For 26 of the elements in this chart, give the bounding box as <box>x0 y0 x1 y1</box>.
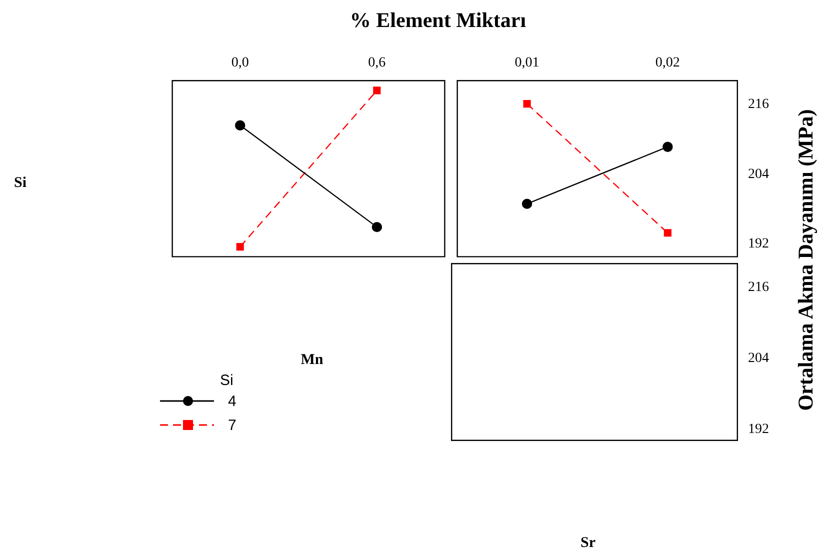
legend-label: 7 <box>228 416 236 434</box>
point <box>373 86 381 94</box>
point <box>235 120 246 130</box>
y-tick-label: 216 <box>748 97 769 112</box>
point <box>662 142 673 152</box>
x-tick-label: 0,6 <box>368 55 386 70</box>
x-tick-label: 0,01 <box>514 55 540 70</box>
point <box>372 222 382 232</box>
chart-title: % Element Miktarı <box>350 8 526 33</box>
x-axis-title: Sr <box>580 535 596 552</box>
legend-label: 4 <box>228 392 236 410</box>
legend-title: Si <box>220 372 234 389</box>
point <box>523 100 531 108</box>
x-axis-title: Mn <box>300 352 324 369</box>
y-tick-label: 192 <box>748 422 769 437</box>
point <box>522 198 532 209</box>
point <box>236 243 244 251</box>
y-axis-title: Ortalama Akma Dayanımı (MPa) <box>794 109 818 411</box>
y-tick-label: 204 <box>748 350 769 366</box>
y-axis-title: Si <box>14 175 27 192</box>
y-tick-label: 216 <box>748 280 769 295</box>
x-tick-label: 0,02 <box>655 55 680 70</box>
point <box>664 229 672 237</box>
y-tick-label: 192 <box>748 236 769 252</box>
y-tick-label: 204 <box>748 166 769 182</box>
x-tick-label: 0,0 <box>231 55 249 70</box>
